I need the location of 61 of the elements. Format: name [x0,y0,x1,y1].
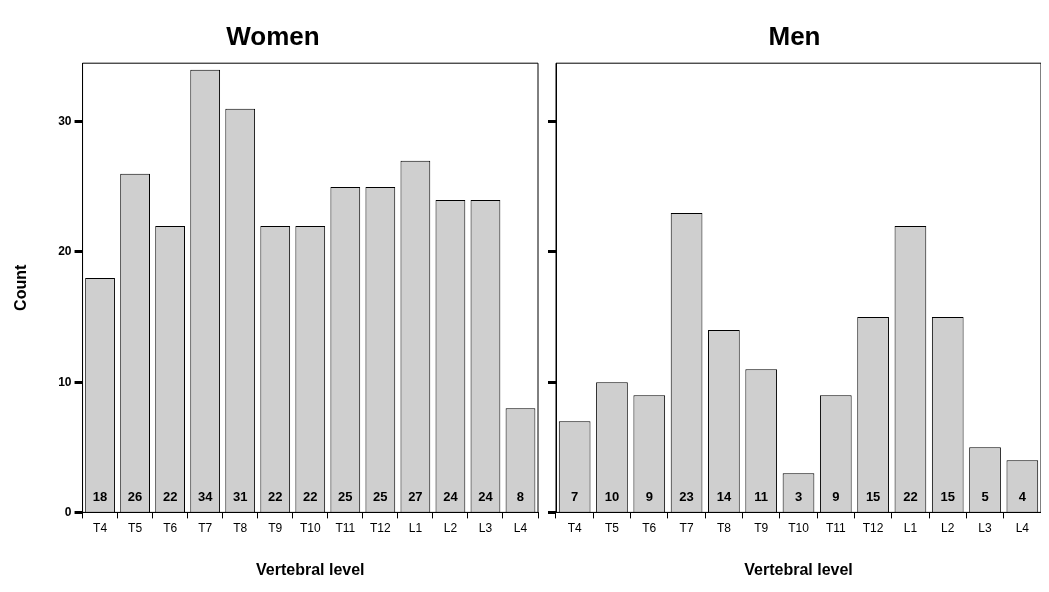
data-label: 9 [645,489,653,505]
data-label: 24 [443,489,459,505]
x-tick-label: T9 [754,520,769,535]
x-tick-label: T4 [567,520,582,535]
data-label: 34 [197,489,214,505]
y-tick-label: 10 [58,374,72,389]
x-tick-label: T8 [233,520,248,535]
data-label: 7 [571,489,579,505]
data-label: 26 [127,489,143,505]
data-label: 22 [162,489,178,505]
data-label: 18 [92,489,108,505]
x-tick-label: T11 [825,520,847,535]
x-tick-label: L2 [443,520,458,535]
data-label: 27 [408,489,423,505]
x-tick-label: T10 [299,520,321,535]
x-tick-label: L1 [408,520,423,535]
data-label: 31 [232,489,248,505]
x-tick-label: L3 [478,520,493,535]
data-label: 23 [679,489,694,505]
chart-title: Women [226,20,320,51]
data-label: 24 [478,489,494,505]
data-label: 4 [1018,489,1027,505]
x-axis-title: Vertebral level [744,560,853,578]
data-label: 22 [303,489,318,505]
x-tick-label: L4 [1015,520,1030,535]
data-label: 22 [903,489,918,505]
data-label: 22 [268,489,283,505]
data-label: 25 [338,489,353,505]
y-tick-label: 30 [58,114,72,129]
y-axis-title: Count [12,264,30,311]
x-tick-label: T7 [679,520,694,535]
x-tick-label: T6 [642,520,657,535]
data-label: 5 [981,489,989,505]
data-label: 11 [754,489,769,505]
chart-title: Men [768,20,821,51]
y-tick-label: 0 [64,504,72,519]
x-tick-label: T4 [93,520,108,535]
x-tick-label: T10 [788,520,810,535]
data-label: 3 [794,489,803,505]
x-tick-label: T12 [862,520,884,535]
x-tick-label: L1 [903,520,918,535]
x-tick-label: T5 [128,520,143,535]
x-tick-label: T6 [163,520,178,535]
data-label: 25 [373,489,388,505]
x-axis-title: Vertebral level [256,560,365,578]
data-label: 15 [940,489,955,505]
data-label: 10 [604,489,620,505]
data-label: 15 [865,489,881,505]
x-tick-label: T5 [604,520,620,535]
x-tick-label: T8 [716,520,732,535]
data-label: 9 [832,489,840,505]
data-label: 14 [716,489,732,505]
x-tick-label: L4 [513,520,528,535]
x-tick-label: T11 [335,520,356,535]
x-tick-label: T12 [370,520,391,535]
x-tick-label: L2 [941,520,955,535]
x-tick-label: L3 [978,520,993,535]
data-label: 8 [516,489,525,505]
y-tick-label: 20 [58,244,72,259]
x-tick-label: T7 [198,520,213,535]
x-tick-label: T9 [268,520,283,535]
